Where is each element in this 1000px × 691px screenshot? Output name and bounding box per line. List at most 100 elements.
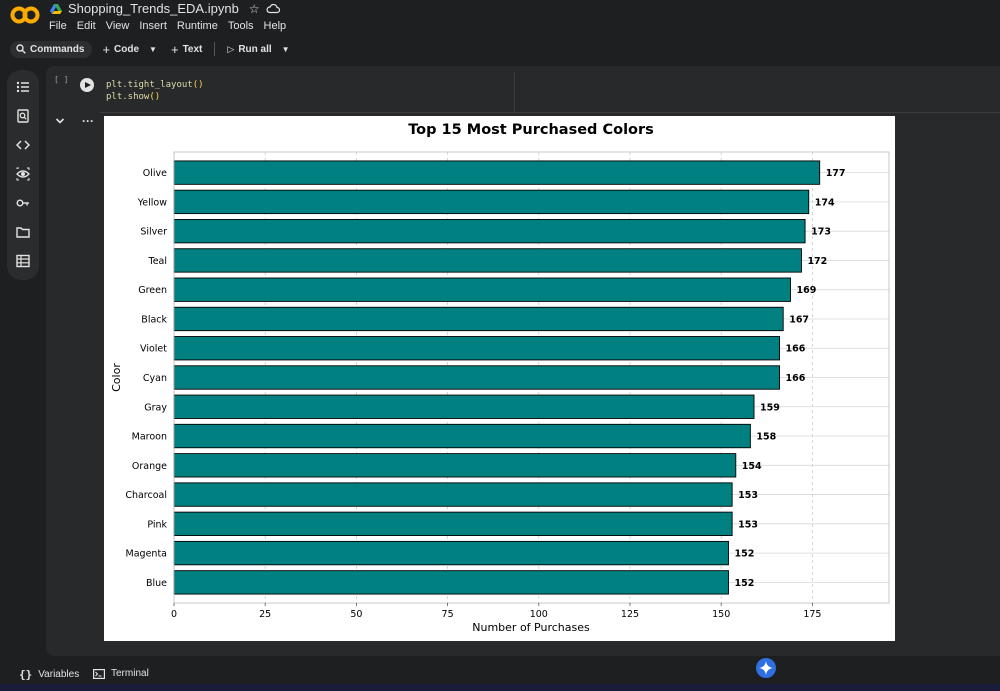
bar-teal (173, 248, 802, 273)
x-tick-label: 100 (530, 609, 548, 620)
cell-divider (100, 112, 1000, 113)
run-all-button[interactable]: ▷ Run all (221, 41, 277, 58)
run-all-label: Run all (238, 43, 272, 55)
data-label: 152 (734, 578, 754, 589)
colab-logo-icon[interactable] (10, 4, 40, 26)
cloud-icon[interactable] (266, 3, 280, 14)
y-tick-label: Gray (144, 402, 167, 413)
x-axis-label: Number of Purchases (472, 621, 590, 634)
bar-olive (173, 160, 821, 185)
data-label: 166 (786, 344, 806, 355)
data-label: 173 (811, 227, 831, 238)
menu-file[interactable]: File (49, 20, 67, 32)
y-tick-label: Orange (132, 461, 167, 472)
toolbar-divider (214, 42, 216, 56)
chevron-down-icon[interactable]: ▼ (281, 44, 290, 54)
variables-button[interactable]: {} Variables (19, 668, 79, 681)
x-tick-label: 175 (803, 609, 821, 620)
menu-view[interactable]: View (105, 20, 130, 32)
y-tick-label: Yellow (137, 197, 167, 208)
folder-icon[interactable] (16, 225, 30, 239)
y-tick-label: Charcoal (125, 490, 167, 501)
y-tick-label: Magenta (126, 549, 167, 560)
bar-orange (173, 453, 737, 478)
data-label: 169 (797, 285, 817, 296)
collapse-output-icon[interactable] (55, 116, 65, 126)
terminal-label: Terminal (111, 668, 149, 679)
braces-icon: {} (19, 668, 33, 681)
gemini-button[interactable] (754, 656, 778, 680)
data-label: 166 (786, 373, 806, 384)
menu-insert[interactable]: Insert (139, 20, 167, 32)
menu-tools[interactable]: Tools (227, 20, 254, 32)
bar-silver (173, 219, 806, 244)
add-text-button[interactable]: + Text (165, 39, 208, 60)
data-label: 152 (734, 549, 754, 560)
code-line: plt.show() (106, 92, 161, 102)
bar-maroon (173, 423, 751, 449)
data-label: 154 (742, 461, 762, 472)
y-tick-label: Cyan (143, 373, 167, 384)
add-code-button[interactable]: + Code (96, 39, 145, 60)
find-icon[interactable] (16, 109, 30, 123)
commands-button[interactable]: Commands (10, 40, 93, 58)
data-label: 172 (807, 256, 827, 267)
code-editor[interactable]: plt.tight_layout() plt.show() (106, 79, 204, 103)
bar-magenta (173, 540, 729, 566)
data-label: 174 (815, 197, 835, 208)
y-tick-label: Silver (140, 227, 167, 238)
variable-inspector-icon[interactable] (16, 167, 30, 181)
status-strip (0, 684, 1000, 691)
left-sidebar (7, 70, 39, 280)
y-tick-label: Green (138, 285, 167, 296)
bar-yellow (173, 189, 810, 215)
output-menu-icon[interactable]: ··· (82, 114, 94, 128)
star-icon[interactable]: ☆ (248, 1, 260, 16)
plus-icon: + (102, 41, 111, 57)
bar-green (173, 277, 791, 302)
bar-chart: 177 Olive 174 Yellow 173 Silver 172 Teal 169 Gree… (110, 122, 890, 634)
y-tick-label: Blue (146, 578, 167, 589)
y-tick-label: Pink (147, 519, 167, 530)
chart-title: Top 15 Most Purchased Colors (408, 122, 654, 138)
y-tick-label: Olive (143, 168, 167, 179)
menu-help[interactable]: Help (263, 20, 287, 32)
x-tick-label: 125 (621, 609, 639, 620)
y-tick-label: Teal (148, 256, 168, 267)
x-tick-label: 0 (171, 609, 177, 620)
table-of-contents-icon[interactable] (16, 80, 30, 94)
data-label: 167 (789, 314, 809, 325)
commands-label: Commands (30, 43, 85, 55)
y-axis-label: Color (110, 363, 123, 392)
notebook-title[interactable]: Shopping_Trends_EDA.ipynb (68, 1, 239, 16)
data-table-icon[interactable] (16, 254, 30, 268)
menu-runtime[interactable]: Runtime (176, 20, 218, 32)
bar-violet (173, 336, 781, 361)
run-cell-button[interactable] (80, 78, 94, 92)
title-row: Shopping_Trends_EDA.ipynb ☆ (50, 1, 280, 16)
sparkle-icon (759, 661, 773, 675)
code-snippets-icon[interactable] (16, 138, 30, 152)
y-tick-label: Violet (140, 344, 167, 355)
x-tick-label: 25 (259, 609, 271, 620)
terminal-button[interactable]: Terminal (93, 668, 149, 679)
bar-black (173, 306, 784, 332)
variables-label: Variables (38, 669, 80, 680)
code-label: Code (114, 43, 140, 55)
plot-output: 177 Olive 174 Yellow 173 Silver 172 Teal 169 Gree… (104, 116, 895, 641)
x-tick-label: 75 (442, 609, 454, 620)
key-icon[interactable] (16, 196, 30, 210)
chevron-down-icon[interactable]: ▼ (149, 44, 157, 54)
data-label: 153 (738, 519, 758, 530)
execution-count: [ ] (54, 75, 69, 84)
play-icon: ▷ (227, 43, 235, 54)
code-line: plt.tight_layout() (106, 80, 204, 90)
data-label: 177 (826, 168, 846, 179)
plus-icon: + (170, 41, 179, 57)
x-tick-label: 150 (712, 609, 730, 620)
x-tick-label: 50 (350, 609, 362, 620)
cell-divider (514, 72, 515, 112)
data-label: 158 (756, 432, 776, 443)
menu-edit[interactable]: Edit (76, 20, 96, 32)
y-tick-label: Black (141, 314, 167, 325)
